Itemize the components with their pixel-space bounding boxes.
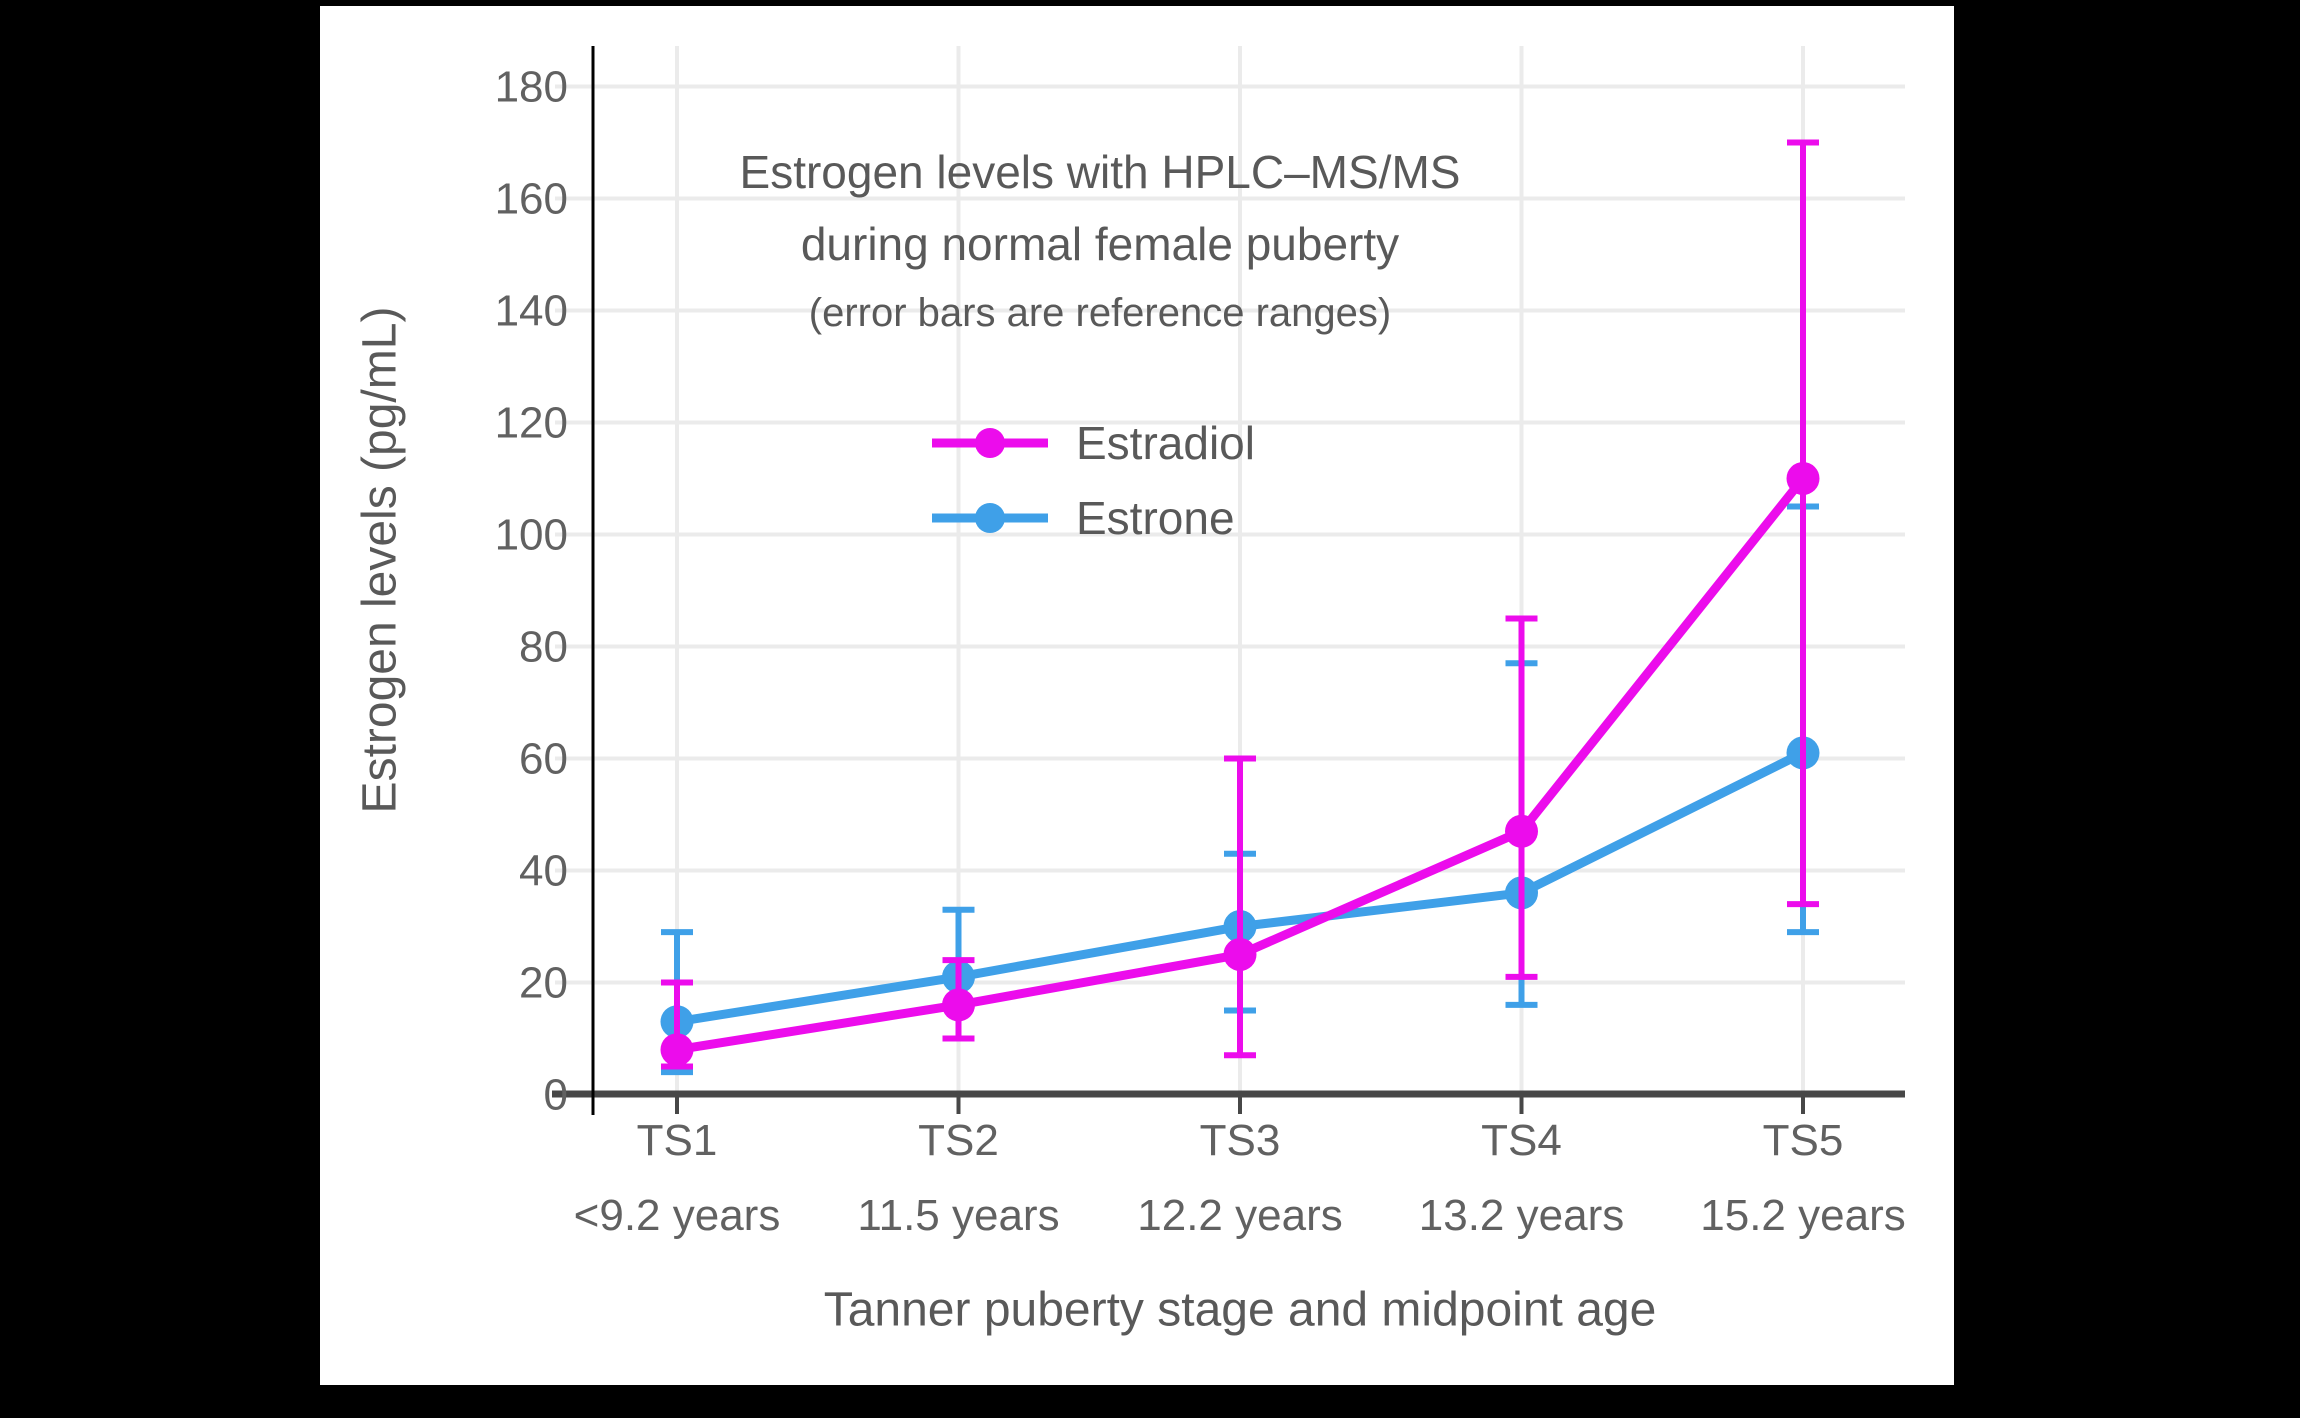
data-point — [1786, 462, 1820, 495]
legend-dot-icon — [975, 503, 1005, 533]
data-point — [942, 988, 975, 1022]
y-tick-label: 120 — [495, 399, 568, 448]
legend-label-estradiol: Estradiol — [1076, 417, 1255, 469]
legend: Estradiol Estrone — [930, 417, 1255, 568]
legend-item-estradiol: Estradiol — [930, 417, 1255, 469]
y-tick-label: 60 — [519, 735, 568, 784]
x-tick-age-label: 15.2 years — [1700, 1191, 1905, 1240]
y-tick-label: 180 — [495, 63, 568, 112]
x-tick-label: TS5 — [1763, 1116, 1844, 1165]
data-point — [1223, 938, 1257, 971]
y-tick-label: 40 — [519, 847, 568, 896]
x-tick-label: TS4 — [1481, 1116, 1562, 1165]
x-tick-label: TS2 — [918, 1116, 999, 1165]
chart-card: 0 20 40 60 80 100 120 140 160 180 TS1 TS2 TS3 TS4 TS5 <… — [320, 6, 1954, 1385]
legend-swatch-0 — [932, 428, 1048, 458]
y-tick-label: 20 — [519, 959, 568, 1008]
x-tick-age-label: 11.5 years — [857, 1191, 1059, 1240]
y-tick-label: 160 — [495, 175, 568, 224]
y-tick-label: 140 — [495, 287, 568, 336]
y-tick-label: 100 — [495, 511, 568, 560]
data-point — [1505, 814, 1538, 848]
y-tick-label: 0 — [544, 1071, 568, 1120]
chart-title-line2: during normal female puberty — [800, 218, 1400, 270]
chart-subtitle: (error bars are reference ranges) — [808, 291, 1392, 335]
y-tick-label: 80 — [519, 623, 568, 672]
data-point — [660, 1033, 694, 1067]
x-tick-label: TS1 — [637, 1116, 718, 1165]
chart-title: Estrogen levels with HPLC–MS/MS during n… — [320, 136, 1880, 280]
legend-label-estrone: Estrone — [1076, 492, 1235, 544]
x-tick-label: TS3 — [1200, 1116, 1281, 1165]
series-estradiol — [660, 139, 1820, 1070]
x-tick-age-label: 13.2 years — [1419, 1191, 1624, 1240]
x-axis-title: Tanner puberty stage and midpoint age — [823, 1283, 1657, 1337]
legend-swatch-1 — [932, 503, 1048, 533]
y-axis-title: Estrogen levels (pg/mL) — [353, 306, 407, 814]
plot-svg: 0 20 40 60 80 100 120 140 160 180 TS1 TS2 TS3 TS4 TS5 <… — [495, 46, 1906, 1240]
legend-dot-icon — [975, 428, 1005, 458]
x-tick-age-label: 12.2 years — [1137, 1191, 1342, 1240]
chart-title-line1: Estrogen levels with HPLC–MS/MS — [739, 146, 1461, 198]
x-tick-age-label: <9.2 years — [574, 1191, 781, 1240]
legend-item-estrone: Estrone — [930, 492, 1255, 544]
